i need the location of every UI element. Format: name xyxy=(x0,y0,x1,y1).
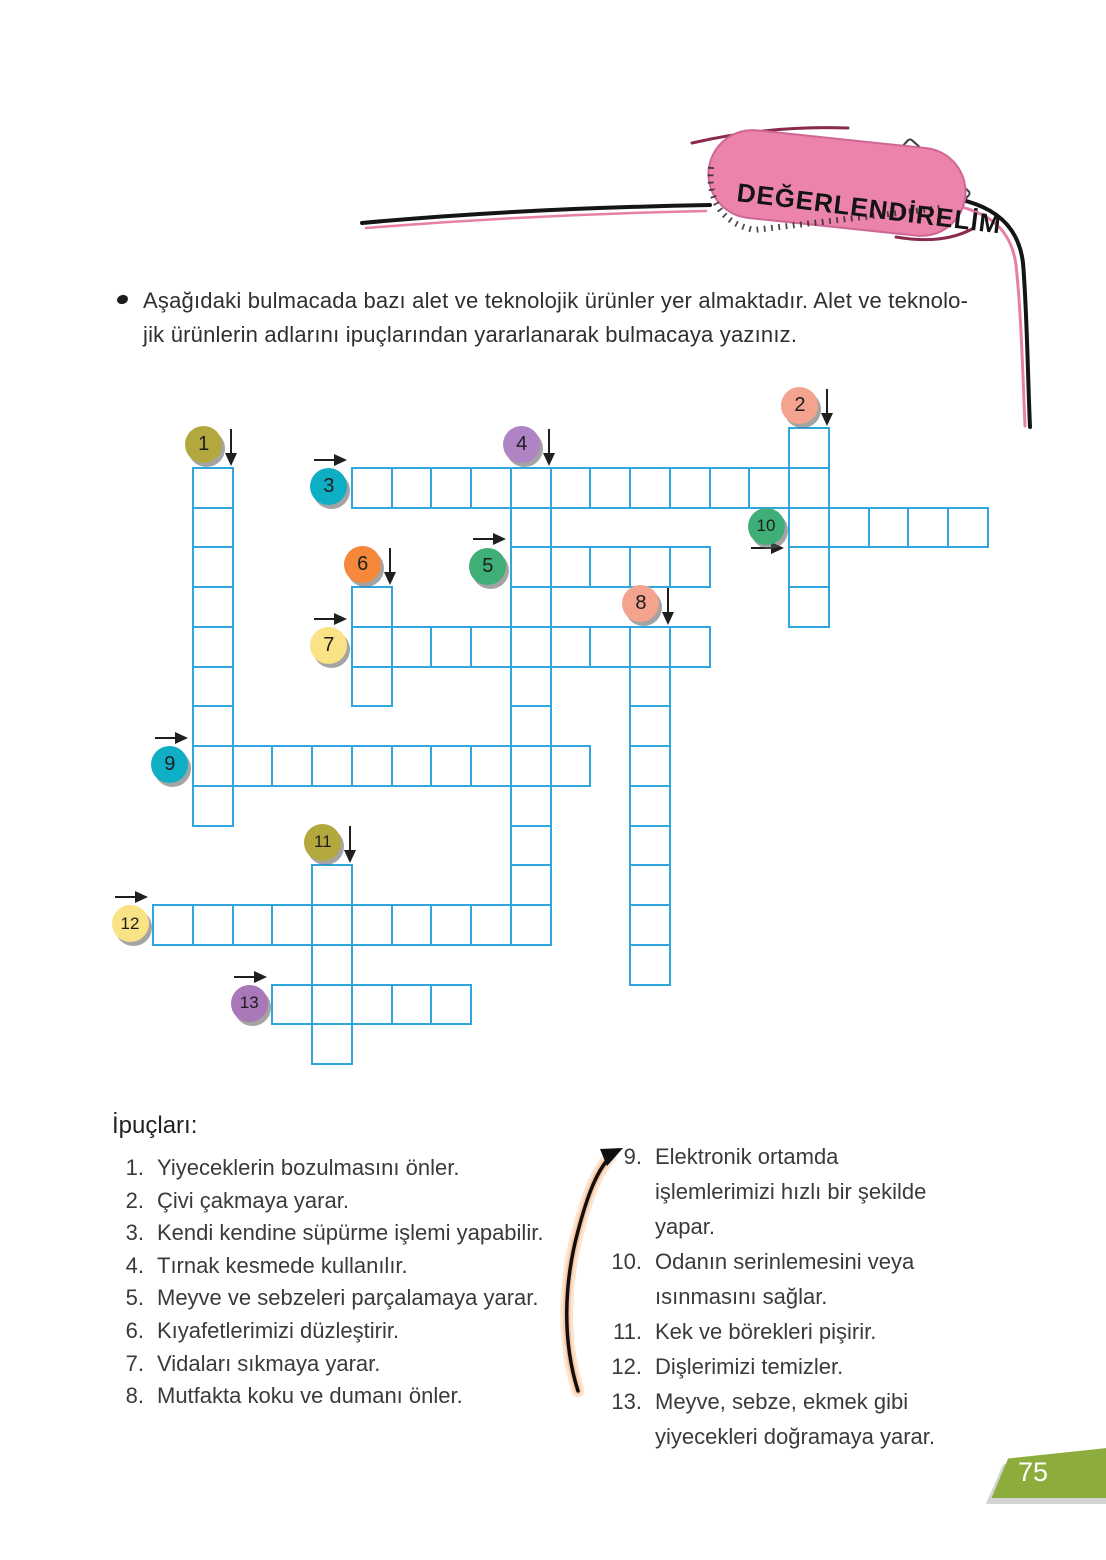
sketch-stroke-bottom xyxy=(894,227,974,242)
clues-heading: İpuçları: xyxy=(112,1112,198,1139)
banner-bubble xyxy=(707,129,967,237)
clue-marker-5: 5 xyxy=(469,547,507,585)
clue-text: Kek ve börekleri pişirir. xyxy=(655,1319,877,1344)
down-arrow-11 xyxy=(343,826,356,864)
clue-item-12: 12. Dişlerimizi temizler. xyxy=(608,1349,956,1384)
puzzle-cell-10-5 xyxy=(947,506,989,549)
down-arrow-2 xyxy=(820,389,833,426)
clue-marker-12: 12 xyxy=(111,905,149,943)
page-number: 75 xyxy=(1018,1457,1049,1487)
puzzle-cell-5-5 xyxy=(668,546,711,588)
clue-number: 11. xyxy=(613,1319,642,1344)
clue-text: Mutfakta koku ve dumanı önler. xyxy=(157,1383,463,1409)
clue-number: 12. xyxy=(611,1354,642,1379)
clue-text: Kıyafetlerimizi düzleştirir. xyxy=(157,1317,400,1343)
clue-text: Meyve, sebze, ekmek gibi yiyecekleri doğ… xyxy=(655,1389,936,1449)
puzzle-cell-8-9 xyxy=(629,943,671,986)
clue-text: Vidaları sıkmaya yarar. xyxy=(157,1350,381,1376)
down-arrow-4 xyxy=(542,428,555,466)
clue-item-9: 9. Elektronik ortamda işlemlerimizi hızlı… xyxy=(608,1139,956,1244)
down-arrow-6 xyxy=(383,548,396,585)
right-arrow-10 xyxy=(751,542,784,555)
clue-item-2: 2. Çivi çakmaya yarar. xyxy=(110,1185,590,1218)
puzzle-cell-12-10 xyxy=(509,904,552,946)
clue-marker-1: 1 xyxy=(185,426,223,464)
down-arrow-8 xyxy=(661,587,674,625)
clue-item-13: 13. Meyve, sebze, ekmek gibi yiyecekleri … xyxy=(608,1384,956,1454)
banner-line-right-pink xyxy=(932,200,1027,428)
clue-number: 10. xyxy=(611,1249,642,1274)
right-arrow-5 xyxy=(472,533,506,546)
clue-item-3: 3. Kendi kendine süpürme işlemi yapabilir… xyxy=(110,1217,590,1250)
clue-number: 3. xyxy=(125,1220,144,1246)
clue-number: 9. xyxy=(623,1144,642,1169)
clue-item-7: 7. Vidaları sıkmaya yarar. xyxy=(110,1348,590,1381)
clue-text: Odanın serinlemesini veya ısınmasını sağ… xyxy=(655,1249,915,1309)
clue-item-4: 4. Tırnak kesmede kullanılır. xyxy=(110,1250,590,1283)
clue-number: 4. xyxy=(125,1252,144,1278)
down-arrow-1 xyxy=(224,428,237,466)
clue-number: 2. xyxy=(125,1187,144,1213)
right-arrow-7 xyxy=(313,612,347,625)
instruction-line-2: jik ürünlerin adlarını ipuçlarından yara… xyxy=(143,322,798,347)
clue-number: 1. xyxy=(125,1155,144,1180)
sketch-stroke-top xyxy=(690,126,850,145)
puzzle-cell-13-5 xyxy=(430,983,472,1026)
clue-text: Elektronik ortamda işlemlerimizi hızlı b… xyxy=(655,1144,927,1239)
clue-list-right: 9. Elektronik ortamda işlemlerimizi hızlı… xyxy=(608,1139,956,1454)
banner-line-right xyxy=(926,193,1032,429)
clue-number: 8. xyxy=(125,1383,144,1409)
clue-marker-9: 9 xyxy=(151,746,189,784)
right-arrow-13 xyxy=(234,970,268,983)
clue-item-10: 10. Odanın serinlemesini veya ısınmasını … xyxy=(608,1244,956,1314)
clue-marker-11: 11 xyxy=(304,823,342,861)
clue-marker-8: 8 xyxy=(622,585,660,623)
clue-marker-7: 7 xyxy=(310,627,348,665)
clue-item-1: 1. Yiyeceklerin bozulmasını önler. xyxy=(110,1152,590,1185)
clue-item-5: 5. Meyve ve sebzeleri parçalamaya yarar. xyxy=(110,1282,590,1315)
clue-marker-13: 13 xyxy=(230,984,268,1022)
banner: DEĞERLENDİRELİM xyxy=(360,126,1032,429)
clue-marker-3: 3 xyxy=(310,468,348,506)
banner-line-left-pink xyxy=(364,209,708,230)
clue-item-11: 11. Kek ve börekleri pişirir. xyxy=(608,1314,956,1349)
clue-marker-2: 2 xyxy=(781,386,819,424)
clue-text: Kendi kendine süpürme işlemi yapabilir. xyxy=(157,1220,544,1246)
instruction-paragraph: Aşağıdaki bulmacada bazı alet ve teknolo… xyxy=(143,284,968,352)
clue-text: Çivi çakmaya yarar. xyxy=(157,1187,349,1213)
clue-number: 5. xyxy=(125,1285,144,1311)
clue-marker-10: 10 xyxy=(747,507,785,545)
clue-item-8: 8. Mutfakta koku ve dumanı önler. xyxy=(110,1380,590,1413)
clue-number: 6. xyxy=(125,1317,144,1343)
clue-marker-6: 6 xyxy=(344,545,382,583)
clue-text: Tırnak kesmede kullanılır. xyxy=(157,1252,408,1278)
instruction-line-1: Aşağıdaki bulmacada bazı alet ve teknolo… xyxy=(143,288,969,313)
puzzle-cell-2-5 xyxy=(788,586,830,628)
clue-text: Dişlerimizi temizler. xyxy=(655,1354,844,1379)
clue-number: 7. xyxy=(125,1350,144,1376)
clue-number: 13. xyxy=(611,1389,642,1414)
clue-marker-4: 4 xyxy=(503,426,541,464)
clue-item-6: 6. Kıyafetlerimizi düzleştirir. xyxy=(110,1315,590,1348)
clue-text: Meyve ve sebzeleri parçalamaya yarar. xyxy=(157,1285,539,1311)
puzzle-cell-9-10 xyxy=(549,745,592,787)
banner-line-left xyxy=(360,203,712,225)
right-arrow-9 xyxy=(154,732,188,744)
curved-arrow xyxy=(560,1148,623,1398)
right-arrow-3 xyxy=(313,453,347,466)
clue-text: Yiyeceklerin bozulmasını önler. xyxy=(157,1155,460,1180)
clue-list-left: 1. Yiyeceklerin bozulmasını önler. 2. Çivi… xyxy=(110,1152,590,1413)
right-arrow-12 xyxy=(115,891,148,903)
